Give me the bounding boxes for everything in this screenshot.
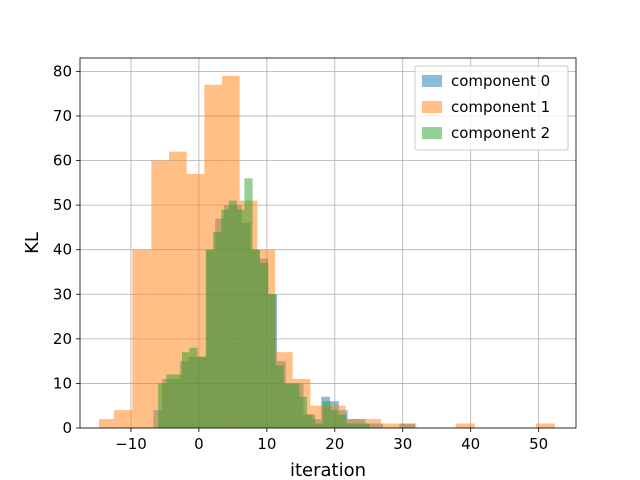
histogram-bar-component-2 (189, 347, 198, 428)
histogram-bar-component-2 (213, 231, 222, 428)
legend-swatch-component-1 (422, 101, 442, 113)
histogram-bar-component-2 (197, 356, 206, 428)
histogram-bars (99, 75, 555, 429)
histogram-bar-component-1 (151, 160, 170, 428)
histogram-bar-component-2 (228, 200, 237, 428)
legend-label-component-1: component 1 (451, 98, 550, 116)
legend-swatch-component-2 (422, 127, 442, 139)
y-tick-label: 60 (53, 152, 72, 170)
histogram-bar-component-2 (181, 352, 190, 428)
legend-label-component-2: component 2 (451, 124, 550, 142)
y-tick-label: 10 (53, 374, 72, 392)
legend: component 0 component 1 component 2 (414, 65, 569, 151)
histogram-bar-component-1 (132, 249, 152, 428)
y-tick-label: 30 (53, 285, 72, 303)
histogram-bar-component-2 (173, 374, 182, 428)
x-tick-label: 40 (461, 435, 480, 453)
x-axis-label: iteration (290, 460, 366, 480)
x-tick-label: 30 (393, 435, 412, 453)
histogram-bar-component-1 (535, 423, 555, 428)
x-tick-label: 50 (529, 435, 548, 453)
y-tick-label: 80 (53, 62, 72, 80)
histogram-bar-component-2 (268, 294, 276, 428)
legend-box (414, 65, 569, 151)
plot-frame (79, 57, 577, 429)
histogram-bar-component-1 (455, 423, 475, 428)
y-tick-label: 0 (62, 419, 72, 437)
x-tick-label: 10 (257, 435, 276, 453)
y-tick-label: 70 (53, 107, 72, 125)
histogram-bar-component-2 (283, 383, 292, 428)
legend-swatch-component-0 (422, 75, 442, 87)
histogram-bar-component-2 (330, 410, 339, 428)
histogram-bar-component-2 (291, 383, 300, 428)
histogram-bar-component-2 (322, 401, 331, 428)
x-tick-label: −10 (115, 435, 147, 453)
y-tick-label: 40 (53, 241, 72, 259)
histogram-bar-component-2 (236, 209, 245, 428)
histogram-bar-component-1 (99, 419, 114, 428)
histogram-bar-component-2 (299, 396, 307, 428)
histogram-bar-component-2 (260, 263, 269, 428)
histogram-bar-component-2 (346, 423, 354, 428)
histogram-bar-component-2 (252, 249, 261, 428)
histogram-bar-component-2 (244, 178, 253, 428)
histogram-bar-component-2 (315, 423, 323, 428)
y-tick-label: 20 (53, 330, 72, 348)
histogram-bar-component-2 (166, 374, 174, 428)
axis-ticks: −10 0 10 20 30 40 50 0 10 20 30 40 50 60 70 80 (53, 62, 548, 453)
histogram-bar-component-2 (338, 414, 347, 428)
histogram-bar-component-1 (398, 423, 417, 428)
histogram-bar-component-2 (158, 383, 167, 428)
histogram-bar-component-1 (113, 410, 133, 428)
histogram-bar-component-2 (275, 365, 284, 428)
legend-label-component-0: component 0 (451, 72, 550, 90)
histogram-bar-component-2 (353, 423, 362, 428)
histogram-bar-component-2 (306, 414, 316, 428)
histogram-bar-component-2 (221, 209, 229, 428)
histogram-bar-component-1 (380, 423, 399, 428)
y-axis-label: KL (22, 232, 43, 254)
y-tick-label: 50 (53, 196, 72, 214)
histogram-bar-component-2 (361, 423, 370, 428)
x-tick-label: 20 (325, 435, 344, 453)
histogram-bar-component-1 (363, 419, 381, 428)
x-tick-label: 0 (194, 435, 204, 453)
histogram-bar-component-2 (205, 249, 214, 428)
